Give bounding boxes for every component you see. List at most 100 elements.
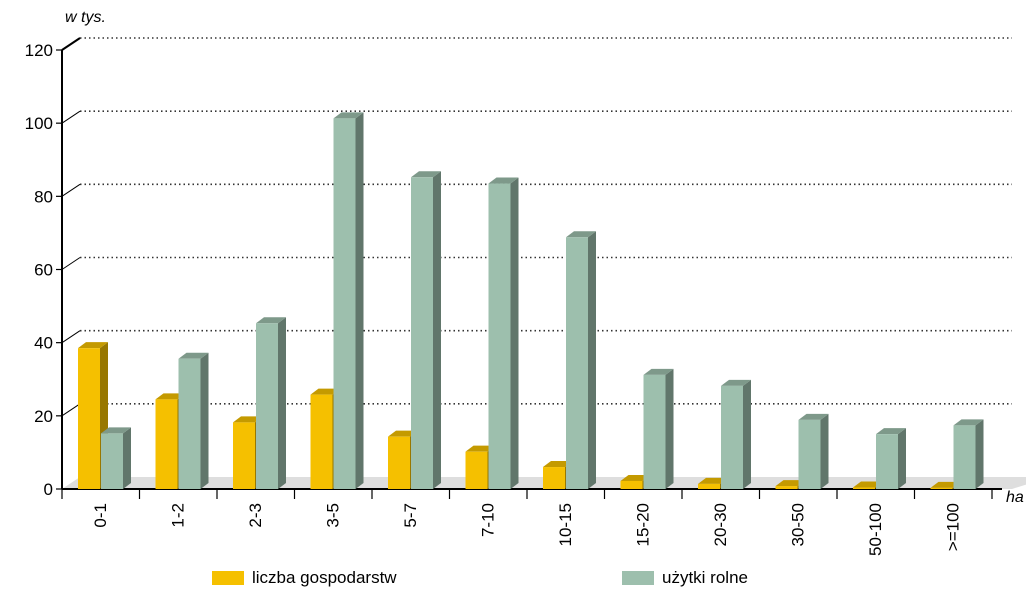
bar-top	[155, 393, 186, 400]
x-tick-label: 50-100	[866, 503, 885, 556]
bar-side	[510, 177, 519, 489]
bar-top	[543, 461, 573, 468]
legend-label: liczba gospodarstw	[252, 568, 397, 587]
x-tick-label: 1-2	[168, 503, 187, 528]
bar-side	[200, 352, 209, 489]
x-tick-label: 30-50	[788, 503, 807, 546]
x-tick-label: 3-5	[323, 503, 342, 528]
bar-top	[566, 231, 596, 238]
bar-side	[588, 231, 596, 489]
x-tick-label: >=100	[943, 503, 962, 551]
bar-top	[78, 342, 108, 349]
legend-label: użytki rolne	[662, 568, 748, 587]
bar-front	[178, 358, 201, 489]
x-tick-label: 0-1	[91, 503, 110, 528]
gridline-connector	[61, 257, 81, 270]
x-tick-label: 15-20	[633, 503, 652, 546]
bar-front	[775, 486, 798, 489]
bar	[798, 413, 829, 489]
bar-top	[411, 171, 441, 178]
bar-front	[543, 467, 565, 489]
bar-chart: 0 20 40 60 80 100 120 0-1 1-2 2-3 3-5 5-7 7-10 10-15 1…	[25, 9, 1026, 556]
bar-side	[433, 171, 441, 489]
y-axis-label: w tys.	[65, 9, 106, 26]
legend-swatch	[212, 571, 244, 585]
gridline-connector	[61, 110, 81, 124]
bar-top	[643, 368, 674, 375]
bar-top	[798, 413, 829, 420]
y-tick-label: 100	[25, 114, 53, 133]
bar-front	[233, 422, 255, 489]
bars	[78, 112, 984, 490]
axes	[56, 37, 1002, 499]
x-tick-label: 7-10	[478, 503, 497, 537]
x-tick-label: 20-30	[711, 503, 730, 546]
bar-top	[775, 480, 806, 487]
bar-top	[930, 481, 961, 488]
legend-item-uzytki-rolne: użytki rolne	[622, 568, 748, 588]
bar-front	[798, 419, 821, 489]
bar-side	[278, 317, 286, 489]
bar-top	[256, 317, 286, 324]
gridline-connector	[61, 183, 81, 197]
bar-side	[743, 379, 751, 489]
x-tick-label: 5-7	[401, 503, 420, 528]
bar	[566, 231, 596, 489]
bar	[488, 177, 519, 489]
y-tick-label: 80	[34, 187, 53, 206]
bar-side	[355, 112, 364, 490]
bar-side	[898, 428, 906, 489]
bar-front	[566, 237, 588, 489]
bar-top	[388, 430, 418, 437]
bar-top	[178, 352, 209, 359]
bar-front	[388, 436, 410, 489]
bar-top	[310, 388, 341, 395]
bar-front	[643, 374, 666, 489]
bar-front	[101, 433, 123, 489]
x-tick-label: 2-3	[246, 503, 265, 528]
bar-top	[333, 112, 364, 119]
bar	[178, 352, 209, 489]
y-tick-label: 20	[34, 407, 53, 426]
bar-top	[876, 428, 906, 435]
bar	[876, 428, 906, 489]
bar-top	[620, 474, 651, 481]
bar	[953, 419, 984, 489]
bar-top	[698, 477, 728, 484]
bar-front	[876, 434, 898, 489]
bar-front	[620, 480, 643, 489]
bar-front	[953, 425, 976, 489]
y-tick-label: 120	[25, 41, 53, 60]
bar-front	[411, 177, 433, 489]
bar-front	[853, 487, 875, 489]
bar-top	[853, 481, 883, 488]
y-axis-top	[61, 37, 81, 51]
y-tick-label: 40	[34, 334, 53, 353]
bar-side	[975, 419, 984, 489]
bar	[333, 112, 364, 490]
bar-side	[820, 413, 829, 489]
bar-front	[488, 183, 511, 489]
bar-top	[953, 419, 984, 426]
bar-front	[256, 323, 278, 489]
y-tick-label: 60	[34, 261, 53, 280]
bar-top	[101, 427, 131, 434]
bar-front	[155, 399, 178, 489]
bar	[411, 171, 441, 489]
bar-front	[721, 385, 743, 489]
gridline-connector	[61, 330, 81, 344]
bar-front	[78, 348, 100, 489]
bar	[101, 427, 131, 489]
tick-labels: 0 20 40 60 80 100 120 0-1 1-2 2-3 3-5 5-7 7-10 10-15 1…	[25, 41, 963, 556]
x-tick-label: 10-15	[556, 503, 575, 546]
bar	[721, 379, 751, 489]
legend-item-liczba-gospodarstw: liczba gospodarstw	[212, 568, 397, 588]
bar-front	[310, 394, 333, 489]
bar-front	[698, 483, 720, 489]
bar-top	[233, 416, 263, 423]
bar-front	[465, 451, 488, 489]
bar-front	[333, 118, 356, 490]
legend-swatch	[622, 571, 654, 585]
bar-side	[123, 427, 131, 489]
bar	[256, 317, 286, 489]
